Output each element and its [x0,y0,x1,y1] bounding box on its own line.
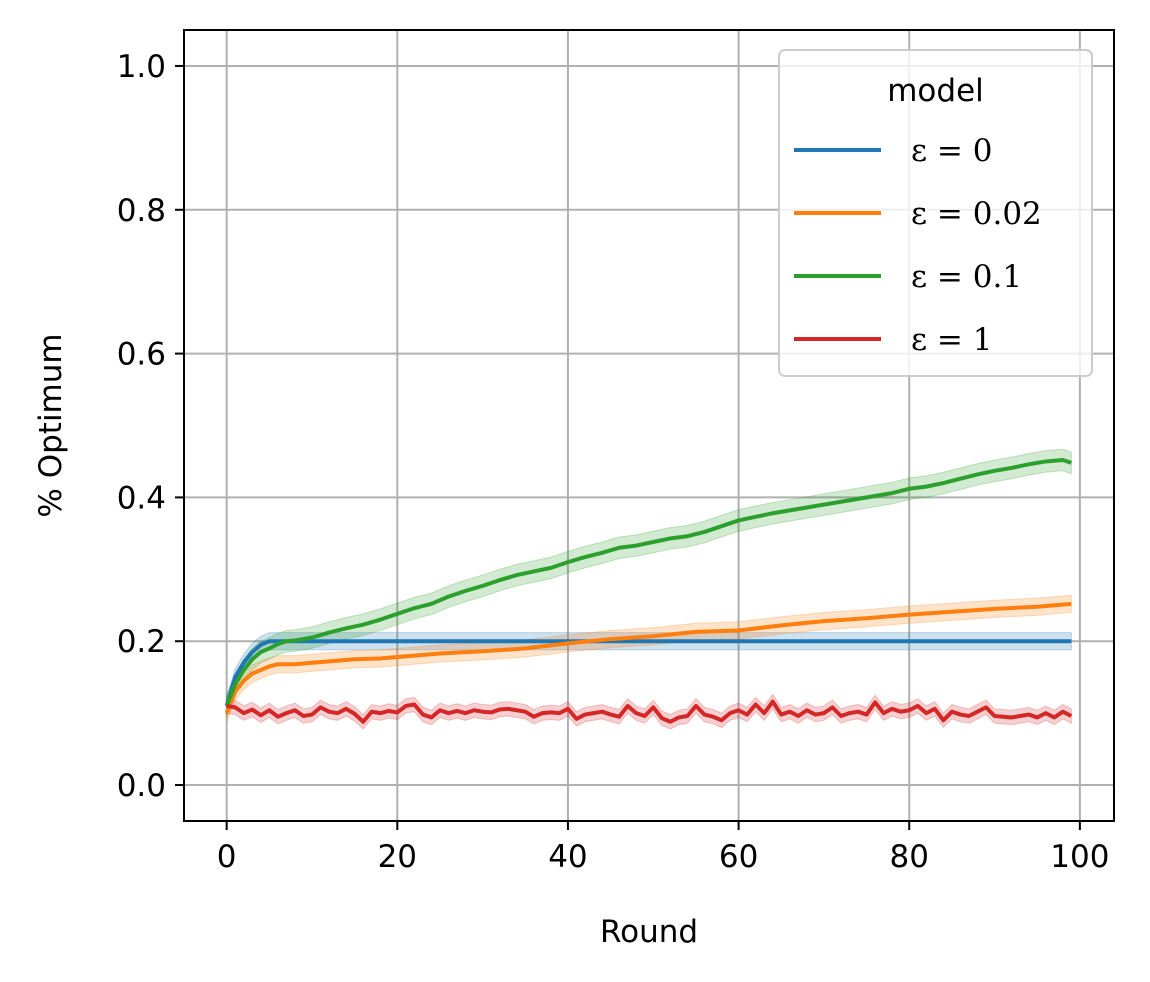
y-tick-label: 0.4 [117,480,166,516]
y-tick-label: 0.0 [117,768,166,804]
legend-label: ε = 0 [911,133,992,169]
series-band-1 [226,594,1072,722]
legend-box [778,49,1093,377]
series-line-2 [224,458,1072,707]
x-axis-label: Round [600,914,698,950]
x-tick-label: 100 [1050,839,1109,875]
y-axis-label: % Optimum [33,333,69,517]
y-tick-label: 0.2 [117,624,166,660]
plot-frame [183,29,1115,822]
legend-title: model [887,73,984,109]
series-lines [224,458,1073,724]
y-tick-label: 0.6 [117,337,166,373]
legend-label: ε = 1 [911,322,992,358]
x-tick-label: 80 [890,839,929,875]
x-tick-label: 0 [217,839,237,875]
legend-items: ε = 0 ε = 0.02 ε = 0.1 ε = 1 [794,133,1042,358]
y-tick-label: 0.8 [117,193,166,229]
x-tick-label: 40 [548,839,587,875]
x-tick-label: 60 [719,839,758,875]
x-tick-label: 20 [378,839,417,875]
confidence-bands [226,448,1072,730]
series-band-2 [226,448,1072,717]
series-line-1 [224,601,1072,714]
axis-ticks: 0 20 40 60 80 100 0.0 0.2 0.4 0.6 0.8 1.0 [117,49,1110,875]
legend-label: ε = 0.02 [911,196,1042,232]
series-line-3 [226,699,1073,724]
legend: model ε = 0 ε = 0.02 ε = 0.1 ε = 1 [778,49,1093,377]
y-tick-label: 1.0 [117,49,166,85]
legend-label: ε = 0.1 [911,259,1022,295]
